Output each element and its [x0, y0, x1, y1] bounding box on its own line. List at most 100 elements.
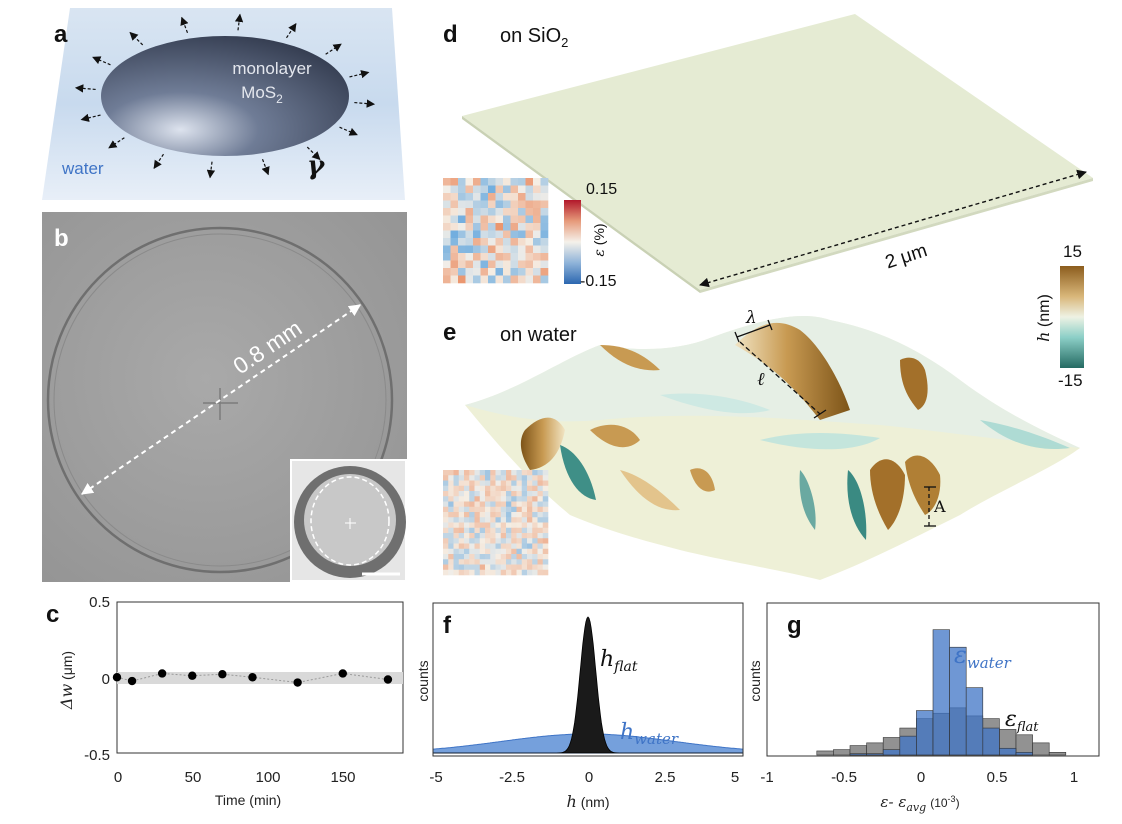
strain-pixel: [495, 501, 502, 508]
height-colorbar: [1060, 266, 1084, 368]
strain-pixel: [453, 543, 460, 550]
strain-pixel: [527, 475, 533, 481]
strain-pixel: [537, 569, 544, 576]
strain-pixel: [510, 215, 519, 224]
strain-pixel: [473, 223, 481, 231]
strain-pixel: [480, 178, 489, 186]
strain-pixel: [469, 501, 475, 508]
bar-eps-water: [849, 753, 867, 756]
strain-pixel: [448, 496, 454, 502]
strain-pixel: [537, 512, 544, 518]
strain-pixel: [542, 475, 549, 481]
strain-pixel: [506, 533, 512, 539]
strain-pixel: [500, 522, 507, 529]
strain-pixel: [495, 275, 504, 284]
strain-pixel: [474, 527, 481, 534]
strain-pixel: [516, 475, 523, 481]
strain-pixel: [490, 522, 496, 529]
strain-pixel: [506, 527, 512, 534]
tension-arrow: [349, 70, 370, 79]
strain-pixel: [458, 517, 465, 523]
strain-pixel: [448, 527, 454, 534]
bar-eps-water: [982, 727, 1000, 756]
label-eps-flat: εflat: [1005, 707, 1039, 735]
strain-pixel: [443, 522, 449, 529]
strain-pixel: [473, 245, 481, 254]
strain-pixel: [464, 485, 470, 492]
strain-pixel: [521, 517, 528, 523]
strain-pixel: [443, 491, 449, 497]
strain-pixel: [479, 496, 486, 502]
strain-pixel: [453, 496, 460, 502]
strain-pixel: [465, 275, 474, 284]
strain-pixel: [448, 480, 454, 487]
strain-pixel: [516, 538, 523, 544]
ylabel-c-unit: (μm): [59, 651, 75, 680]
strain-pixel: [542, 517, 549, 523]
strain-pixel: [485, 501, 491, 508]
strain-pixel: [458, 485, 465, 492]
strain-pixel: [443, 564, 449, 571]
strain-pixel: [443, 268, 451, 276]
strain-pixel: [521, 548, 528, 555]
bar-eps-flat: [1048, 752, 1067, 756]
valley-bottom-2: [799, 470, 816, 530]
strain-pixel: [443, 275, 451, 284]
label-eps-water: εwater: [954, 641, 1012, 672]
strain-pixel: [458, 512, 465, 518]
strain-pixel: [533, 275, 541, 284]
strain-pixel: [450, 260, 459, 269]
strain-pixel: [532, 517, 538, 523]
tension-arrow: [261, 158, 270, 176]
bar-eps-water: [999, 747, 1017, 756]
strain-pixel: [510, 268, 519, 276]
strain-pixel: [495, 178, 504, 186]
strain-pixel: [518, 253, 526, 261]
strain-pixel: [443, 501, 449, 508]
strain-pixel: [503, 193, 511, 201]
f-xtick-3: 2.5: [655, 769, 676, 786]
strain-pixel: [525, 253, 534, 261]
strain-pixel: [453, 480, 460, 487]
strain-pixel: [474, 543, 481, 550]
strain-pixel: [533, 230, 541, 239]
strain-pixel: [480, 253, 489, 261]
strain-pixel: [443, 506, 449, 513]
strain-pixel: [542, 480, 549, 487]
strain-pixel: [495, 268, 504, 276]
strain-pixel: [458, 215, 466, 224]
strain-pixel: [450, 200, 459, 209]
strain-pixel: [479, 527, 486, 534]
strain-pixel: [469, 527, 475, 534]
bar-eps-water: [882, 749, 901, 756]
strain-pixel: [495, 559, 502, 565]
strain-pixel: [542, 543, 549, 550]
strain-pixel: [448, 475, 454, 481]
strain-pixel: [537, 533, 544, 539]
strain-pixel: [537, 491, 544, 497]
strain-pixel: [458, 501, 465, 508]
title-d-sub: 2: [561, 35, 568, 50]
strain-pixel: [490, 548, 496, 555]
strain-pixel: [464, 506, 470, 513]
strain-pixel: [521, 475, 528, 481]
strain-pixel: [464, 543, 470, 550]
strain-pixel: [490, 569, 496, 576]
label-eps-water-main: ε: [954, 641, 967, 669]
strain-pixel: [448, 501, 454, 508]
strain-pixel: [537, 506, 544, 513]
strain-pixel: [453, 506, 460, 513]
strain-pixel: [521, 512, 528, 518]
label-eps-flat-main: ε: [1005, 707, 1017, 732]
strain-pixel: [521, 522, 528, 529]
strain-pixel: [458, 554, 465, 560]
strain-pixel: [533, 253, 541, 261]
panel-e: e on water λ: [443, 242, 1084, 580]
scale-label-d: 2 μm: [883, 240, 930, 273]
bar-eps-flat: [1032, 742, 1050, 756]
strain-pixel: [537, 485, 544, 492]
strain-pixel: [525, 260, 534, 269]
tension-arrow: [285, 23, 297, 39]
strain-pixel: [525, 185, 534, 194]
data-point: [293, 678, 302, 687]
